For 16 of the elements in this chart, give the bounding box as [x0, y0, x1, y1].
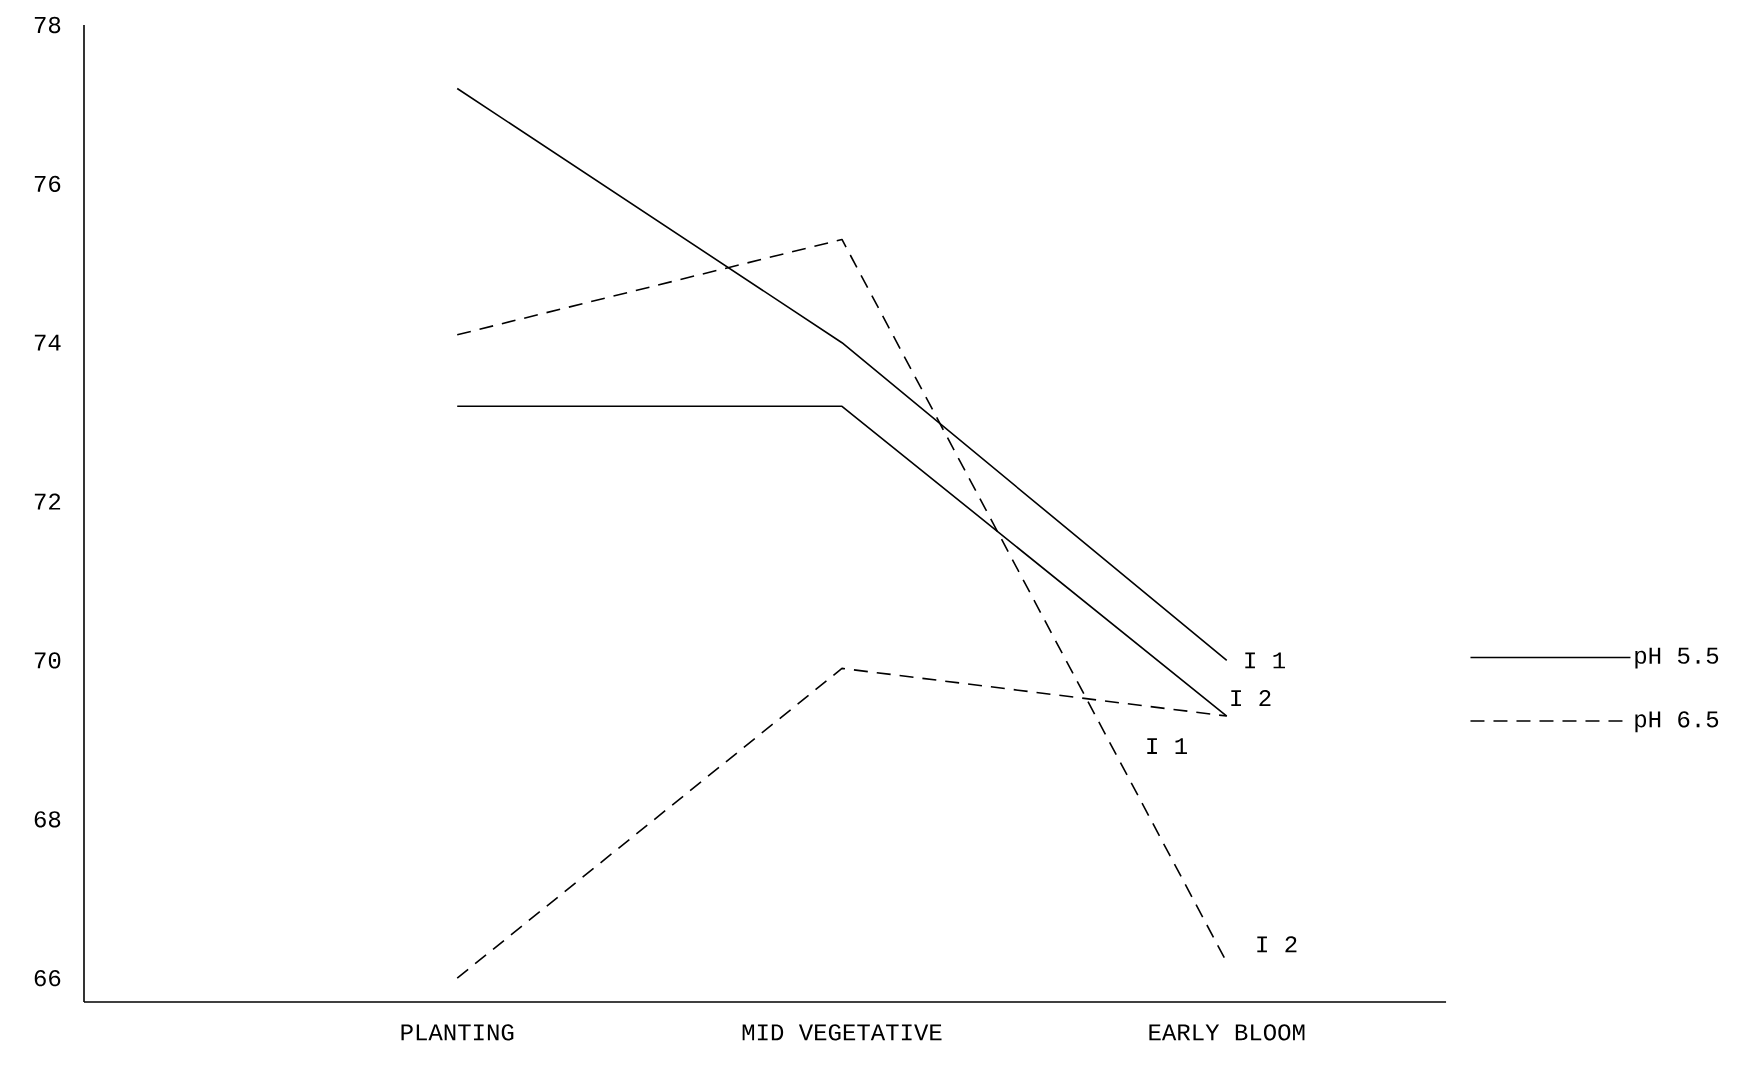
y-tick-label: 78 [34, 16, 61, 34]
y-tick-label: 66 [34, 970, 61, 987]
annotation: I 1 [1245, 652, 1285, 669]
y-tick-label: 70 [34, 652, 61, 669]
y-tick-label: 72 [34, 493, 61, 510]
y-tick-label: 74 [34, 334, 61, 351]
x-tick-label: MID VEGETATIVE [742, 1024, 942, 1041]
text: pH 6.5 [1635, 711, 1719, 733]
y-tick-label: 76 [34, 175, 61, 192]
x-tick-label: EARLY BLOOM [1149, 1024, 1305, 1041]
annotation: I 2 [1257, 936, 1297, 953]
y-tick-label: 68 [34, 811, 61, 828]
annotation: I 1 [1147, 738, 1187, 754]
annotation: I 2 [1231, 690, 1271, 707]
x-tick-label: PLANTING [401, 1024, 514, 1041]
text: pH 5.5 [1635, 647, 1719, 669]
